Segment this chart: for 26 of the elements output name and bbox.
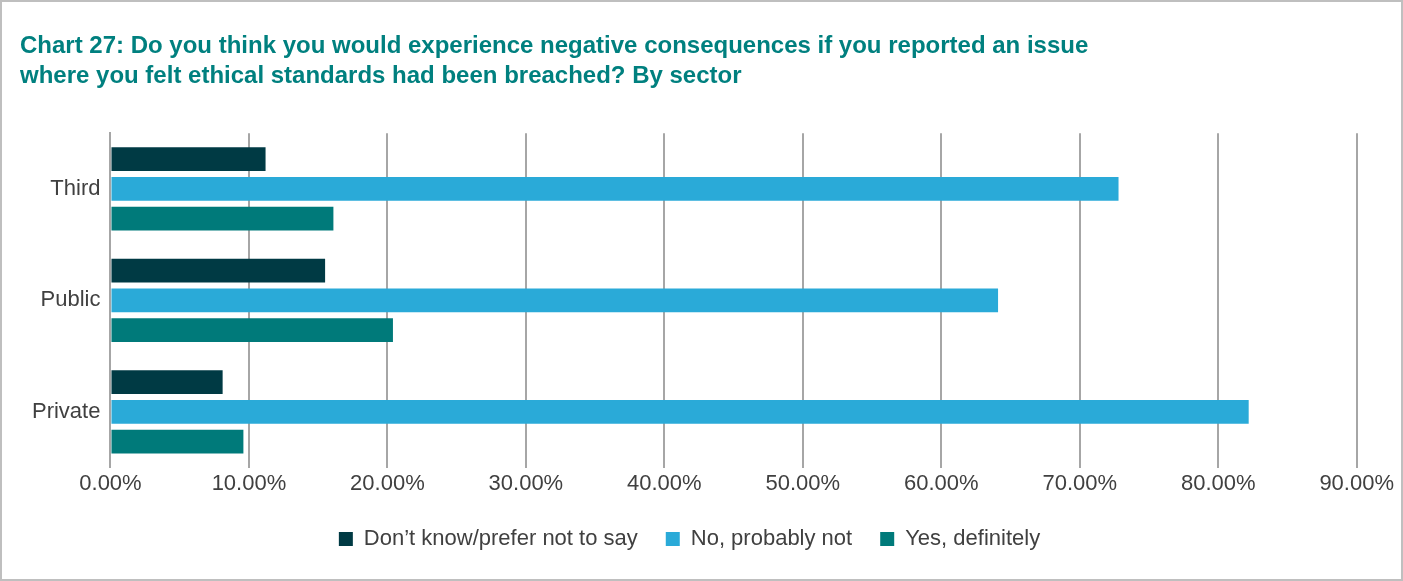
x-tick-label: 30.00% xyxy=(488,469,564,495)
x-tick-label: 10.00% xyxy=(211,469,287,495)
bar xyxy=(111,288,999,313)
bar xyxy=(111,318,393,343)
bar xyxy=(111,258,326,283)
bar xyxy=(111,399,1249,424)
bar xyxy=(111,177,1119,201)
x-tick-label: 50.00% xyxy=(765,469,841,495)
y-tick-label: Public xyxy=(40,286,101,312)
x-tick-label: 60.00% xyxy=(903,469,979,495)
x-tick-label: 0.00% xyxy=(79,469,142,495)
x-tick-label: 90.00% xyxy=(1319,469,1394,495)
bar xyxy=(111,370,223,395)
chart-title: Chart 27: Do you think you would experience negative consequences if you reported an issue where you felt ethical standards had been breached? By sector xyxy=(20,30,1090,90)
y-tick-label: Private xyxy=(31,397,101,423)
legend-label: No, probably not xyxy=(690,525,853,551)
x-tick-label: 70.00% xyxy=(1042,469,1118,495)
bar xyxy=(111,147,266,172)
x-tick-label: 80.00% xyxy=(1180,469,1256,495)
bar xyxy=(111,429,244,454)
bar xyxy=(111,206,334,231)
x-tick-label: 40.00% xyxy=(627,469,702,495)
legend-label: Yes, definitely xyxy=(905,525,1041,551)
x-tick-label: 20.00% xyxy=(350,469,425,495)
legend-label: Don’t know/prefer not to say xyxy=(363,525,638,551)
y-tick-label: Third xyxy=(50,175,101,200)
